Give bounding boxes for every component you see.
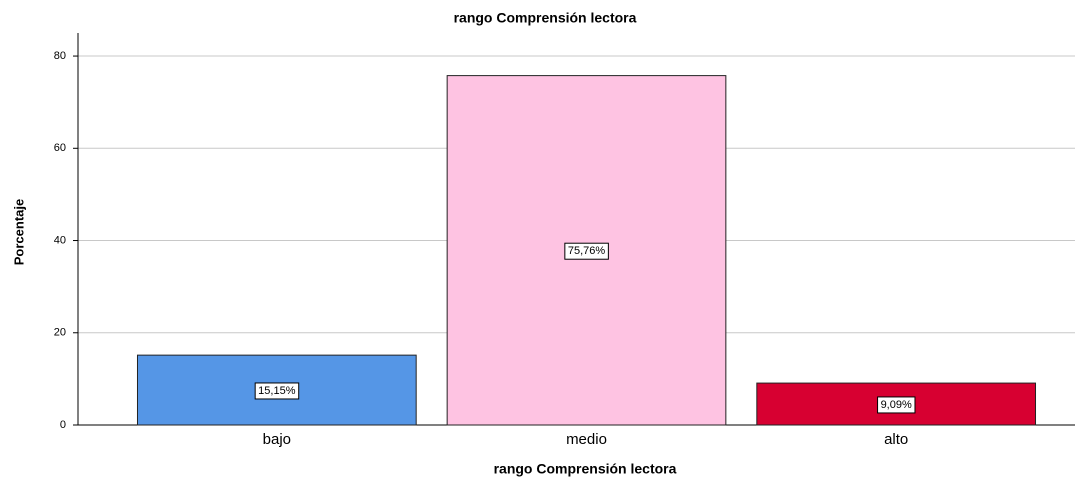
x-axis-label: rango Comprensión lectora bbox=[494, 461, 677, 477]
y-axis-label: Porcentaje bbox=[11, 199, 26, 265]
y-tick-label: 80 bbox=[54, 50, 66, 62]
x-tick-label: bajo bbox=[263, 431, 291, 448]
y-tick-label: 0 bbox=[60, 419, 66, 431]
value-label-box bbox=[254, 382, 300, 400]
value-label: 75,76% bbox=[568, 245, 606, 257]
x-tick-label: alto bbox=[884, 431, 908, 448]
y-tick-label: 60 bbox=[54, 142, 66, 154]
value-label: 15,15% bbox=[258, 385, 296, 397]
value-label-box bbox=[877, 396, 916, 414]
chart-title: rango Comprensión lectora bbox=[454, 10, 637, 26]
x-tick-label: medio bbox=[566, 431, 607, 448]
y-tick-label: 20 bbox=[54, 327, 66, 339]
y-tick-label: 40 bbox=[54, 234, 66, 246]
value-label: 9,09% bbox=[881, 399, 912, 411]
value-label-box bbox=[564, 242, 609, 260]
